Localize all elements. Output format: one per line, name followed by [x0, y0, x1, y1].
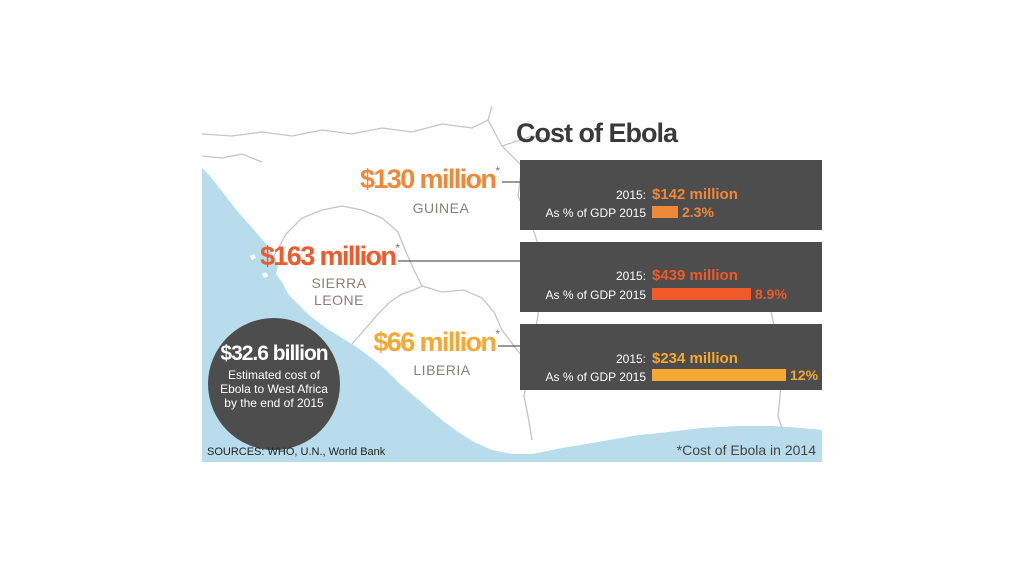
guinea-panel: 2015: $142 million As % of GDP 2015 2.3% [520, 160, 822, 230]
sierraleone-cost-2015: $439 million [652, 267, 738, 284]
sierraleone-asterisk: * [395, 241, 400, 255]
guinea-asterisk: * [495, 164, 500, 178]
liberia-asterisk: * [495, 327, 500, 341]
ebola-infographic: Cost of Ebola $130 million* GUINEA $163 … [202, 106, 822, 462]
border-sierraleone-liberia [351, 285, 423, 345]
border-mali [487, 119, 563, 147]
liberia-cost-2014: $66 million* [352, 327, 500, 358]
liberia-panel: 2015: $234 million As % of GDP 2015 12% [520, 324, 822, 390]
liberia-cost-2015: $234 million [652, 350, 738, 367]
atlantic-ocean [202, 168, 822, 462]
footnote-text: *Cost of Ebola in 2014 [676, 442, 816, 458]
border-guinea-bissau [202, 153, 263, 163]
border-guinea-north [202, 106, 493, 137]
sources-text: SOURCES: WHO, U.N., World Bank [207, 446, 386, 458]
sierraleone-gdp-label: As % of GDP 2015 [545, 288, 647, 302]
sierraleone-gdp-bar [652, 288, 751, 300]
liberia-gdp-label: As % of GDP 2015 [545, 370, 647, 384]
summary-amount: $32.6 billion [220, 342, 328, 365]
liberia-gdp-pct: 12% [790, 367, 819, 383]
guinea-cost-value: $130 million [359, 164, 497, 194]
guinea-gdp-bar [652, 206, 678, 218]
sierraleone-panel: 2015: $439 million As % of GDP 2015 8.9% [520, 242, 822, 312]
guinea-cost-2014: $130 million* [352, 164, 500, 195]
sierraleone-cost-value: $163 million [259, 241, 397, 271]
island [262, 272, 268, 278]
sierraleone-label-line2: LEONE [314, 292, 364, 308]
sierraleone-label-line1: SIERRA [311, 275, 367, 291]
border-guinea-sierraleone [273, 205, 423, 287]
guinea-label: GUINEA [412, 200, 470, 216]
border-guinea-liberia [421, 285, 523, 357]
chart-title: Cost of Ebola [516, 118, 678, 148]
island [250, 254, 256, 260]
liberia-cost-value: $66 million [373, 327, 497, 357]
summary-description: Estimated cost of Ebola to West Africa b… [220, 368, 328, 410]
sierraleone-cost-2014: $163 million* [250, 241, 400, 272]
sierraleone-gdp-pct: 8.9% [755, 286, 787, 302]
liberia-label: LIBERIA [413, 362, 471, 378]
liberia-year-label: 2015: [615, 352, 646, 366]
summary-circle: $32.6 billion Estimated cost of Ebola to… [208, 318, 340, 450]
guinea-gdp-label: As % of GDP 2015 [545, 206, 647, 220]
guinea-year-label: 2015: [615, 188, 646, 202]
guinea-cost-2015: $142 million [652, 186, 738, 203]
sierraleone-year-label: 2015: [615, 269, 646, 283]
guinea-gdp-pct: 2.3% [682, 204, 714, 220]
sierraleone-label: SIERRA LEONE [294, 275, 384, 309]
liberia-gdp-bar [652, 369, 786, 381]
